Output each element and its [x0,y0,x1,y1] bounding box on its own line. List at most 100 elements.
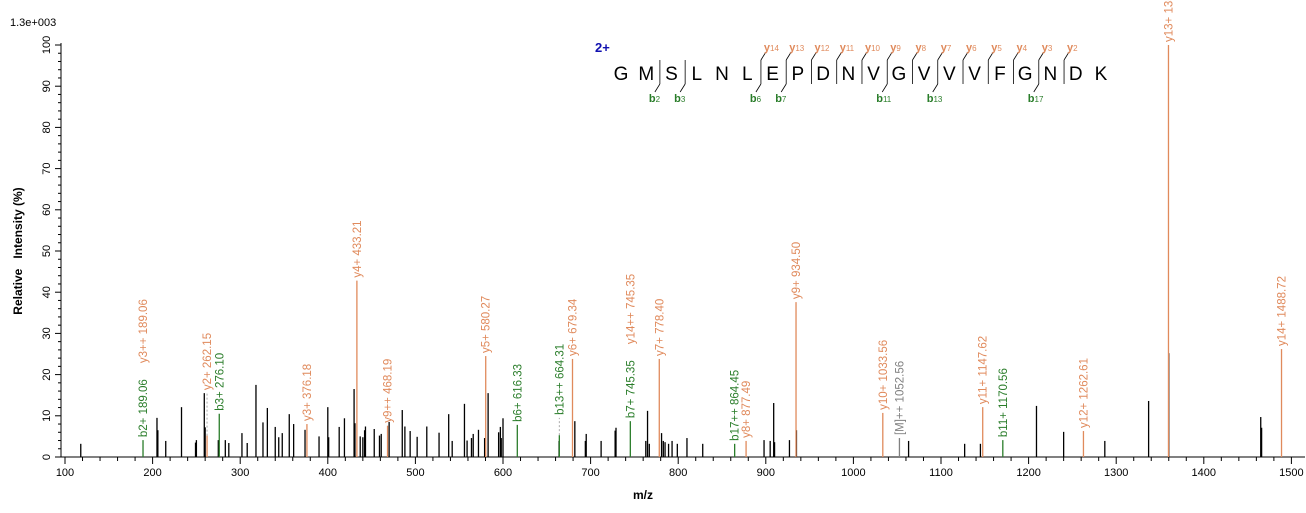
y-ion-index: 5 [997,44,1002,53]
sequence-residue: S [665,64,678,85]
x-tick-label: 700 [581,467,599,479]
peak-label: [M]++ 1052.56 [894,361,906,435]
y-break-tick [1038,51,1045,61]
peak-label: y6+ 679.34 [568,298,580,356]
sequence-residue: P [791,64,804,85]
y-break-tick [912,51,918,61]
sequence-residue: D [1069,64,1083,85]
y-ion-label: y6 [966,42,977,54]
x-tick-label: 1300 [1104,467,1128,479]
y-ion-label: y4 [1017,42,1028,54]
y-break-tick [1013,51,1019,61]
b-ion-index: 3 [681,95,686,104]
y-tick-label: 40 [41,286,53,298]
b-break-tick [780,83,787,93]
y-ion-index: 14 [770,44,779,53]
x-tick-label: 1100 [929,467,953,479]
x-tick-label: 1500 [1279,467,1303,479]
precursor-charge: 2+ [595,40,610,55]
peak-label: y12+ 1262.61 [1078,358,1090,428]
sequence-residue: G [891,64,906,85]
b-ion-index: 13 [933,95,942,104]
y-break-tick [811,51,817,61]
peak-label: y13+ 1359.68 [1163,0,1175,42]
peptide-sequence-annotation: 2+ G M S L N L E P D N V G V V V F G N D Kb2 b3y14b6y13b7y12… [595,40,1108,105]
peak-label: y3+ 376.18 [302,364,314,421]
y-ion-index: 13 [795,44,804,53]
x-tick-label: 600 [494,467,512,479]
sequence-residue: G [1018,64,1033,85]
x-tick-label: 900 [757,467,775,479]
y-ion-label: y10 [865,42,881,54]
y-ion-index: 11 [846,44,855,53]
y-ion-label: y7 [941,42,952,54]
x-tick-label: 200 [143,467,161,479]
b-ion-index: 6 [757,95,762,104]
y-ion-index: 4 [1023,44,1028,53]
y-break-tick [861,51,868,61]
intensity-scale-label: 1.3e+003 [10,17,56,29]
b-break-tick [755,83,762,93]
sequence-residue: N [715,64,729,85]
peak-label: b7+ 745.35 [625,360,637,418]
peak-label: y4+ 433.21 [352,220,364,277]
y-break-tick [987,51,994,61]
peak-label: y2+ 262.15 [202,333,214,390]
sequence-residue: L [742,64,753,85]
peak-label: y14++ 745.35 [625,274,637,344]
b-break-tick [654,83,661,93]
y-ion-index: 6 [972,44,977,53]
y-tick-label: 0 [41,454,53,460]
b-ion-label: b6 [750,93,762,105]
peak-label: y9++ 468.19 [383,359,395,423]
y-tick-label: 30 [41,327,53,339]
peak-label: y9+ 934.50 [791,242,803,299]
peak-label: y7+ 778.40 [654,299,666,356]
y-ion-label: y11 [840,42,855,54]
peak-label: b3+ 276.10 [214,353,226,411]
x-tick-label: 1200 [1016,467,1040,479]
x-tick-label: 500 [406,467,424,479]
y-ion-index: 10 [871,44,880,53]
peak-label: y11+ 1147.62 [978,336,990,404]
axes: 100 200 300 400 500 600 700 800 900 1000 1100 1200 1… [41,36,1305,479]
peak-label: y14+ 1488.72 [1277,276,1289,346]
y-tick-label: 70 [41,162,53,174]
sequence-residue: V [968,64,981,85]
y-break-tick [785,51,792,61]
y-ion-label: y9 [890,42,901,54]
peak-label: b13++ 664.31 [554,344,566,415]
y-ion-index: 3 [1048,44,1053,53]
y-tick-label: 80 [41,121,53,133]
x-tick-label: 800 [669,467,687,479]
y-ion-index: 2 [1073,44,1078,53]
y-ion-index: 12 [821,44,830,53]
sequence-residue: N [841,64,855,85]
sequence-residue: V [943,64,956,85]
peak-label: y8+ 877.49 [741,381,753,438]
peak-label: y10+ 1033.56 [878,340,890,410]
y-break-tick [1063,51,1070,61]
y-ion-index: 9 [896,44,901,53]
y-ion-label: y2 [1067,42,1078,54]
y-ion-index: 8 [922,44,927,53]
y-ion-label: y8 [915,42,926,54]
b-ion-label: b3 [674,93,686,105]
peak-label: b2+ 189.06 [138,379,150,437]
y-tick-label: 20 [41,368,53,380]
peak-label: b11+ 1170.56 [998,368,1010,437]
x-tick-label: 1400 [1192,467,1216,479]
x-tick-label: 100 [56,467,74,479]
y-ion-label: y12 [814,42,830,54]
sequence-residue: D [816,64,830,85]
b-ion-label: b17 [1028,93,1044,105]
x-tick-label: 300 [231,467,249,479]
sequence-residue: V [867,64,880,85]
y-break-tick [937,51,944,61]
x-axis-label: m/z [633,488,653,502]
b-ion-index: 2 [656,95,661,104]
y-ion-index: 7 [947,44,952,53]
sequence-residue: E [766,64,779,85]
y-tick-label: 90 [41,80,53,92]
